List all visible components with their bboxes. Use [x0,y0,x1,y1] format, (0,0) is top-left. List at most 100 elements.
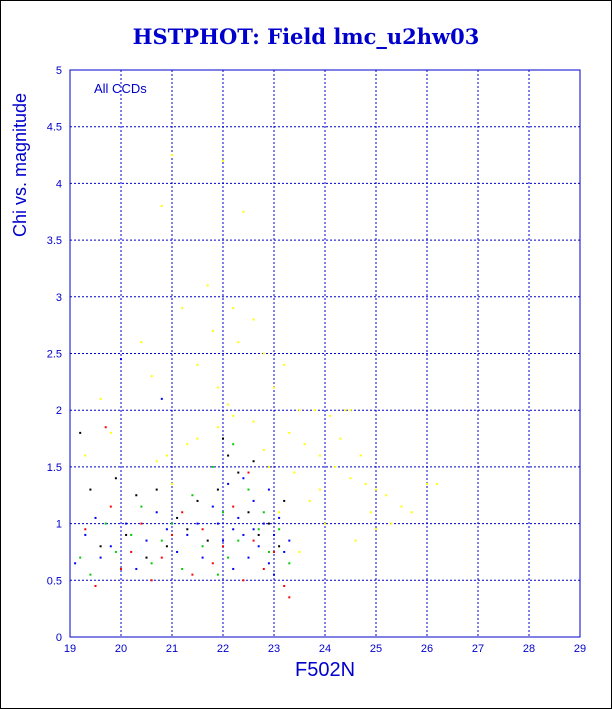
data-point [303,443,306,446]
data-point [155,511,158,514]
data-point [232,307,235,310]
data-point [135,567,138,570]
data-point [237,516,240,519]
data-point [120,567,122,570]
data-point [114,550,117,553]
data-point [222,545,224,548]
data-point [114,477,117,480]
data-point [283,363,286,366]
data-point [155,460,158,463]
data-point [216,488,219,491]
x-tick-labels: 19 20 21 22 23 24 25 26 27 28 29 [64,643,586,655]
data-point [227,482,230,485]
data-point [201,528,204,531]
grid-layer [70,70,580,637]
data-point [176,516,179,519]
y-tick-label: 5 [56,65,62,77]
data-point [232,505,235,508]
data-point [125,533,128,536]
y-tick-label: 1 [56,519,62,531]
x-tick-label: 22 [217,643,229,655]
data-point [400,505,403,508]
data-point [293,471,296,474]
data-point [196,522,199,525]
data-point [242,579,245,582]
data-point [211,329,214,332]
data-point [237,341,240,344]
data-point [262,522,265,525]
data-point [237,471,240,474]
data-point [196,437,199,440]
data-point [385,494,388,497]
data-point [252,499,255,502]
data-point [267,562,270,565]
data-point [257,528,260,531]
data-point [273,533,275,536]
data-point [160,397,163,400]
data-point [257,533,260,536]
data-point [334,465,337,468]
data-point [313,409,316,412]
data-point [181,511,184,514]
data-point [267,550,270,553]
data-point [181,307,184,310]
data-point [288,562,291,565]
x-tick-label: 21 [166,643,178,655]
x-tick-label: 29 [574,643,586,655]
data-point [211,505,214,508]
data-point [196,499,199,502]
data-point [216,522,219,525]
data-point [298,409,301,412]
data-point [288,539,291,542]
data-point [349,409,352,412]
data-point [257,545,260,548]
data-point [252,318,255,321]
data-point [247,511,250,514]
data-point [344,409,347,412]
data-point [267,522,270,525]
data-point [288,596,291,599]
y-tick-label: 1.5 [47,462,62,474]
data-point [150,579,153,582]
data-point [171,522,173,525]
annotation-all-ccds: All CCDs [94,81,147,96]
data-point [94,516,97,519]
data-point [176,550,179,553]
data-point [104,522,107,525]
data-point [140,341,143,344]
data-point [191,573,194,576]
x-tick-label: 20 [115,643,127,655]
data-point [109,545,112,548]
data-point [140,505,143,508]
data-point [252,539,255,542]
data-point [125,522,128,525]
data-point [283,550,286,553]
data-point [109,505,112,508]
data-point [171,533,173,536]
data-point [150,562,153,565]
data-point [375,528,377,531]
data-point [171,482,173,485]
data-point [349,477,352,480]
points-layer [74,154,439,599]
data-point [242,533,245,536]
data-point [196,363,199,366]
data-point [104,426,107,429]
data-point [79,556,82,559]
data-point [171,154,173,157]
data-point [232,443,235,446]
data-point [211,562,214,565]
data-point [201,545,204,548]
data-point [222,437,224,440]
data-point [354,539,357,542]
data-point [324,522,326,525]
data-point [120,358,122,361]
data-point [99,545,102,548]
data-point [227,556,230,559]
x-tick-label: 25 [370,643,382,655]
data-point [267,465,270,468]
data-point [165,545,168,548]
data-point [364,482,367,485]
data-point [89,488,92,491]
